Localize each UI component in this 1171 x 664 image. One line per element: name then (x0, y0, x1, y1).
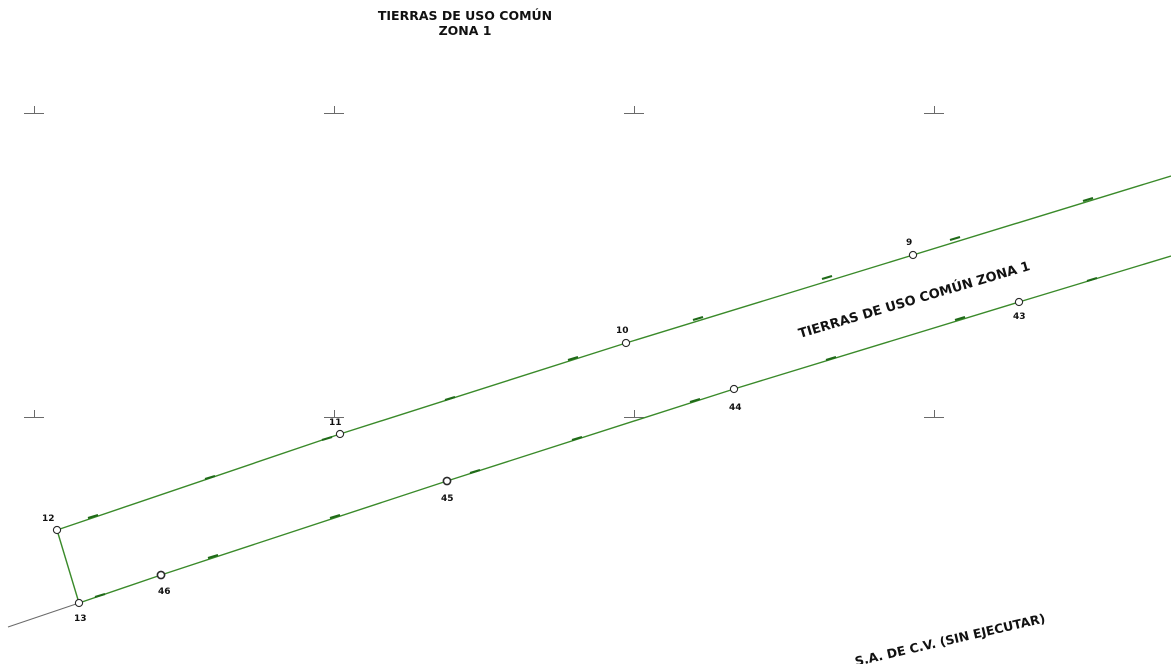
map-title: TIERRAS DE USO COMÚN ZONA 1 (300, 8, 630, 38)
west-boundary-line (56, 529, 80, 604)
dash-mark (692, 315, 704, 322)
map-title-line-2: ZONA 1 (438, 23, 492, 38)
vertex-label-44: 44 (729, 403, 742, 413)
south-boundary-line (78, 255, 1171, 604)
vertex-label-13: 13 (74, 614, 87, 624)
dash-mark (1086, 276, 1098, 283)
vertex-marker-43[interactable] (1014, 297, 1024, 307)
boundary-dashes (87, 196, 1098, 599)
dash-mark (321, 435, 333, 442)
grid-tick (624, 106, 644, 114)
grid-tick (24, 106, 44, 114)
adjacent-parcel-label: S.A. DE C.V. (SIN EJECUTAR) (853, 610, 1046, 664)
vertex-label-43: 43 (1013, 312, 1026, 322)
vertex-marker-46[interactable] (156, 570, 166, 580)
grid-tick (24, 410, 44, 418)
vertex-markers (52, 250, 1024, 608)
grid-tick (624, 410, 644, 418)
vertex-marker-9[interactable] (908, 250, 918, 260)
dash-mark (329, 513, 341, 520)
dash-mark (571, 435, 583, 442)
dash-mark (207, 553, 219, 560)
vertex-label-9: 9 (906, 238, 912, 248)
dash-mark (469, 468, 481, 475)
dash-mark (567, 355, 579, 362)
dash-mark (954, 315, 966, 322)
dash-mark (825, 355, 837, 362)
dash-mark (87, 513, 99, 520)
dash-mark (821, 274, 833, 281)
dash-mark (94, 592, 106, 599)
vertex-label-11: 11 (329, 418, 342, 428)
vertex-labels: 9 10 11 12 13 43 44 45 46 (42, 238, 1026, 624)
vertex-marker-13[interactable] (74, 598, 84, 608)
dash-mark (444, 395, 456, 402)
vertex-marker-44[interactable] (729, 384, 739, 394)
vertex-label-10: 10 (616, 326, 629, 336)
vertex-marker-11[interactable] (335, 429, 345, 439)
zone-label: TIERRAS DE USO COMÚN ZONA 1 (797, 258, 1032, 342)
vertex-marker-45[interactable] (442, 476, 452, 486)
north-boundary-line (56, 175, 1171, 531)
vertex-marker-12[interactable] (52, 525, 62, 535)
vertex-label-46: 46 (158, 587, 171, 597)
dash-mark (689, 397, 701, 404)
adjacent-boundary-line (7, 602, 80, 628)
dash-mark (1082, 196, 1094, 203)
dash-mark (204, 474, 216, 481)
map-title-line-1: TIERRAS DE USO COMÚN (377, 8, 553, 23)
vertex-label-45: 45 (441, 494, 454, 504)
parcel-boundary (56, 175, 1171, 604)
grid-tick (324, 410, 344, 418)
vertex-marker-10[interactable] (621, 338, 631, 348)
dash-mark (949, 235, 961, 242)
grid-tick (924, 410, 944, 418)
grid-tick (924, 106, 944, 114)
grid-tick (324, 106, 344, 114)
vertex-label-12: 12 (42, 514, 55, 524)
grid-ticks (24, 106, 944, 418)
